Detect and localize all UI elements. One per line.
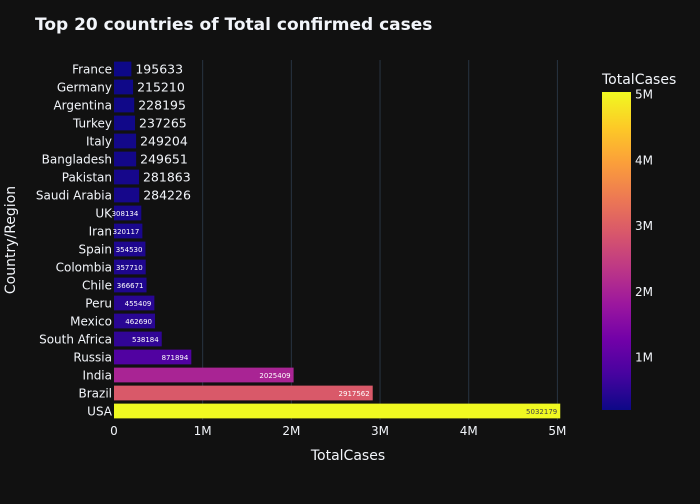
y-tick-label: South Africa [39,333,112,347]
x-tick-label: 4M [460,424,478,438]
data-label: 308134 [112,210,139,218]
x-tick-label: 5M [548,424,566,438]
colorbar-tick-label: 4M [635,153,653,167]
data-label: 354530 [116,246,143,254]
colorbar-tick-label: 2M [635,285,653,299]
data-label: 2025409 [259,372,290,380]
data-label: 871894 [162,354,189,362]
bar[interactable] [114,349,192,365]
data-label: 2917562 [339,390,370,398]
y-tick-label: France [72,63,112,77]
bar[interactable] [114,367,294,383]
y-tick-label: UK [95,207,113,221]
bar[interactable] [114,313,156,329]
bar[interactable] [114,133,137,149]
colorbar-tick-label: 1M [635,351,653,365]
data-label: 215210 [137,80,185,95]
bar[interactable] [114,151,137,167]
data-label: 284226 [143,188,191,203]
x-tick-label: 1M [194,424,212,438]
data-label: 195633 [135,62,183,77]
colorbar-title: TotalCases [601,72,676,88]
y-tick-label: Bangladesh [42,153,112,167]
data-label: 228195 [138,98,186,113]
x-tick-label: 0 [110,424,118,438]
y-tick-label: Germany [57,81,112,95]
data-label: 281863 [143,170,191,185]
colorbar-tick-label: 5M [635,88,653,102]
data-label: 5032179 [526,408,557,416]
bar[interactable] [114,187,140,203]
colorbar-tick-label: 3M [635,219,653,233]
bar[interactable] [114,205,142,221]
bar[interactable] [114,79,134,95]
bars: 5032179 2917562 2025409 871894 538184 462690 4… [112,62,561,419]
y-tick-label: Argentina [53,99,112,113]
y-tick-label: Spain [78,243,112,257]
y-tick-label: Colombia [56,261,112,275]
y-tick-label: Russia [73,351,112,365]
bar[interactable] [114,385,373,401]
y-axis-label: Country/Region [3,186,19,294]
y-tick-label: Turkey [72,117,112,131]
y-tick-label: India [83,369,112,383]
data-label: 237265 [139,116,187,131]
x-axis-label: TotalCases [310,448,385,464]
y-tick-labels: USA Brazil India Russia South Africa Mexico Pe… [36,63,113,419]
bar[interactable] [114,97,135,113]
data-label: 462690 [125,318,152,326]
y-tick-label: Italy [86,135,112,149]
y-tick-label: Mexico [70,315,112,329]
bar[interactable] [114,331,162,347]
y-tick-label: Brazil [79,387,113,401]
data-label: 455409 [125,300,152,308]
bar[interactable] [114,115,136,131]
y-tick-label: Chile [82,279,112,293]
bar[interactable] [114,403,561,419]
colorbar: TotalCases 1M 2M 3M 4M 5M [601,72,676,410]
bar[interactable] [114,295,155,311]
colorbar-gradient [602,92,631,410]
y-tick-label: Pakistan [62,171,112,185]
y-tick-label: USA [87,405,113,419]
bar[interactable] [114,169,139,185]
data-label: 357710 [116,264,143,272]
bar[interactable] [114,223,143,239]
bar[interactable] [114,259,146,275]
x-tick-label: 2M [282,424,300,438]
data-label: 249651 [140,152,188,167]
x-tick-labels: 0 1M 2M 3M 4M 5M [110,424,566,438]
grid-lines [202,60,558,420]
x-tick-label: 3M [371,424,389,438]
data-label: 249204 [140,134,188,149]
data-label: 538184 [132,336,159,344]
y-tick-label: Peru [85,297,112,311]
chart-title: Top 20 countries of Total confirmed case… [35,15,432,35]
y-tick-label: Saudi Arabia [36,189,112,203]
data-label: 366671 [117,282,144,290]
bar[interactable] [114,61,132,77]
bar[interactable] [114,241,146,257]
y-tick-label: Iran [89,225,112,239]
data-label: 320117 [113,228,140,236]
bar[interactable] [114,277,147,293]
